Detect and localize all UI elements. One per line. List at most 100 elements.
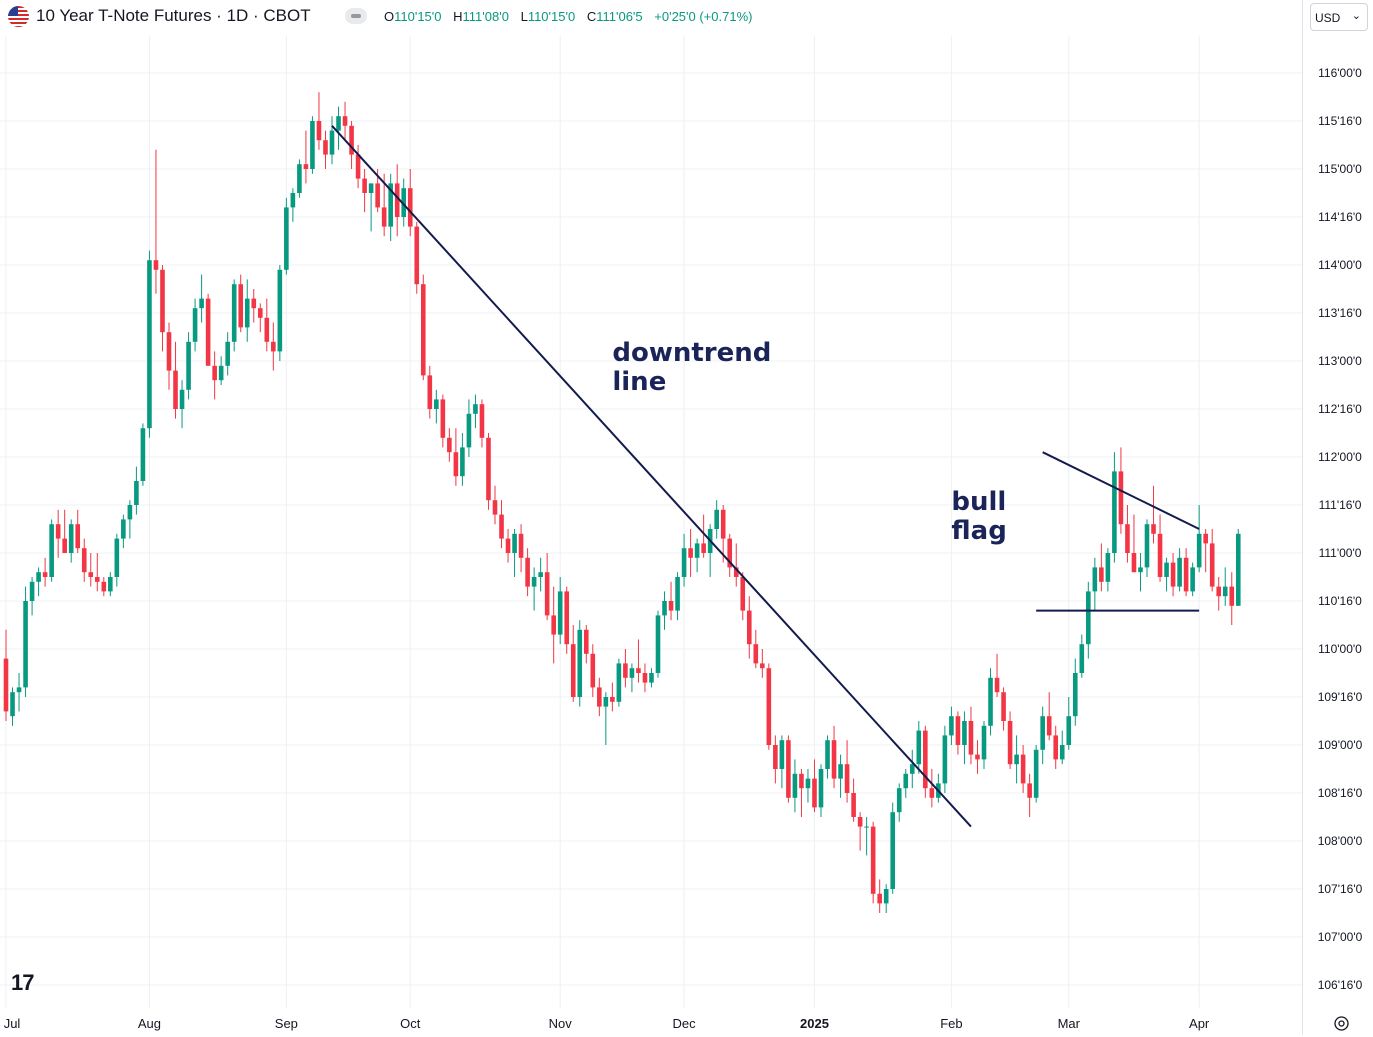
candle-body-up [127, 505, 133, 520]
candle-body-down [257, 308, 263, 318]
candle-body-down [42, 572, 48, 577]
candle-body-down [212, 365, 217, 381]
candle-body-up [1190, 567, 1195, 592]
us-flag-icon [8, 6, 29, 27]
candle-body-up [284, 207, 289, 270]
candle-body-up [140, 428, 146, 481]
market-status-icon[interactable] [345, 8, 367, 24]
low-key: L [520, 9, 528, 24]
currency-selector[interactable]: USD ⌄ [1310, 3, 1368, 31]
candle-body-up [694, 543, 700, 558]
candle-body-down [427, 375, 433, 409]
candle-body-down [238, 284, 244, 328]
candle-body-down [583, 629, 589, 654]
candle-body-up [883, 889, 889, 904]
candle-body-up [401, 188, 407, 217]
candle-body-down [1053, 735, 1059, 760]
candle-body-down [166, 332, 172, 371]
candle-body-down [766, 668, 772, 745]
candle-body-up [1164, 562, 1169, 577]
candle-body-down [160, 269, 165, 333]
candle-body-up [460, 447, 465, 477]
candle-body-down [760, 663, 765, 669]
tradingview-logo: 17 [11, 970, 35, 995]
candle-body-down [929, 788, 935, 798]
candle-body-up [825, 740, 830, 769]
candle-body-down [746, 610, 752, 645]
price-tick-label: 115'16'0 [1318, 114, 1362, 128]
candles [3, 92, 1241, 913]
candle-body-up [49, 524, 54, 577]
candle-body-down [349, 125, 354, 155]
candle-body-up [577, 629, 583, 697]
change-value: +0'25'0 (+0.71%) [654, 9, 753, 24]
candle-body-up [290, 193, 296, 208]
candle-body-down [303, 164, 309, 169]
candle-body-up [277, 269, 283, 352]
candle-body-down [499, 514, 504, 539]
candle-body-down [994, 677, 1000, 693]
candle-body-up [1112, 471, 1117, 553]
candle-body-down [773, 745, 778, 769]
open-value: 110'15'0 [394, 9, 442, 24]
candle-body-down [414, 226, 420, 285]
candle-body-down [1157, 533, 1163, 577]
price-tick-label: 106'16'0 [1318, 978, 1363, 992]
candle-body-down [62, 538, 67, 553]
candle-body-up [10, 692, 15, 717]
candle-body-up [1235, 533, 1241, 606]
candle-body-down [323, 140, 328, 155]
candle-body-up [225, 341, 230, 366]
time-tick-label: Apr [1189, 1016, 1210, 1031]
candle-body-down [812, 778, 817, 808]
candle-body-down [1001, 692, 1006, 721]
settings-icon[interactable] [1333, 1015, 1350, 1032]
candle-body-down [642, 673, 648, 683]
candle-body-up [949, 716, 954, 736]
candle-body-up [1177, 557, 1182, 587]
candle-body-down [1131, 553, 1137, 573]
candle-body-up [29, 581, 35, 601]
candle-body-down [740, 577, 746, 611]
candle-body-up [512, 533, 517, 553]
candle-body-down [362, 178, 367, 193]
price-tick-label: 112'00'0 [1318, 450, 1362, 464]
symbol-title[interactable]: 10 Year T-Note Futures · 1D · CBOT [36, 6, 311, 25]
price-tick-label: 108'00'0 [1318, 834, 1363, 848]
candle-body-down [440, 399, 446, 438]
candle-body-down [492, 500, 498, 515]
trendlines [331, 125, 1200, 828]
candle-body-down [453, 452, 459, 477]
candle-body-down [688, 548, 693, 558]
candle-body-up [805, 778, 811, 789]
currency-label: USD [1315, 11, 1341, 25]
candle-body-up [981, 725, 987, 760]
candle-body-down [173, 370, 178, 409]
candle-body-up [942, 735, 948, 784]
price-tick-label: 109'00'0 [1318, 738, 1363, 752]
candle-body-down [153, 260, 159, 270]
candle-body-down [610, 697, 615, 702]
candle-body-down [870, 826, 876, 894]
candle-body-down [505, 538, 511, 553]
candle-body-up [1092, 567, 1098, 592]
chart-header: 10 Year T-Note Futures · 1D · CBOT O110'… [0, 0, 1373, 34]
candle-body-down [636, 668, 641, 673]
candle-body-down [753, 644, 759, 664]
price-tick-label: 107'16'0 [1318, 882, 1363, 896]
candle-body-down [1099, 567, 1104, 582]
candle-body-down [479, 404, 485, 438]
price-tick-label: 114'00'0 [1318, 258, 1362, 272]
candle-body-up [114, 538, 120, 577]
time-tick-label: Feb [940, 1016, 962, 1031]
candle-body-up [231, 284, 237, 342]
candle-body-up [714, 509, 719, 529]
candle-body-up [818, 769, 824, 808]
candle-body-down [251, 298, 257, 309]
price-tick-label: 114'16'0 [1318, 210, 1362, 224]
candle-body-down [831, 740, 837, 779]
candle-body-down [799, 773, 804, 789]
candle-body-up [779, 740, 785, 769]
time-tick-label: Oct [400, 1016, 421, 1031]
